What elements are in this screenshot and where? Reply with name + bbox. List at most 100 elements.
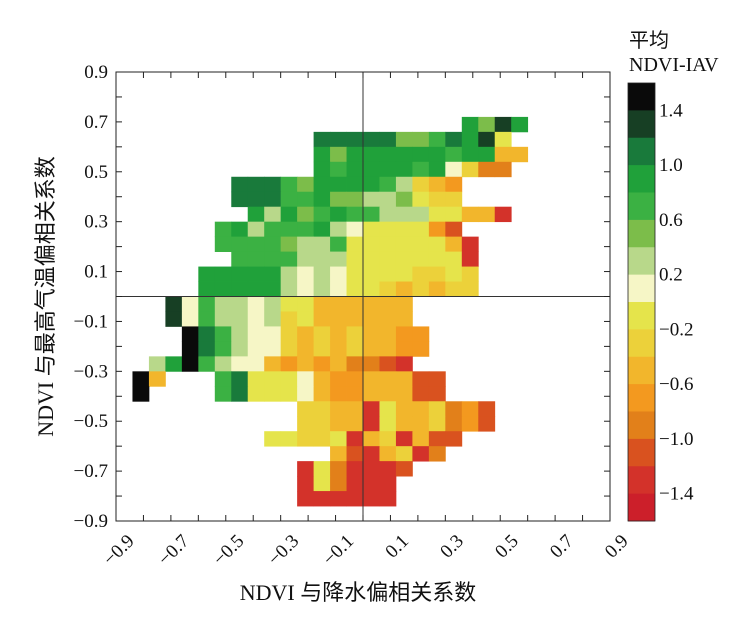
heatmap-cell bbox=[264, 251, 282, 267]
heatmap-cell bbox=[247, 326, 265, 342]
colorbar-segment bbox=[628, 137, 655, 166]
heatmap-cell bbox=[313, 326, 331, 342]
heatmap-cell bbox=[264, 266, 282, 282]
heatmap-cell bbox=[346, 401, 364, 417]
colorbar-segment bbox=[628, 466, 655, 495]
y-tick-label: −0.3 bbox=[74, 361, 108, 382]
heatmap-cell bbox=[313, 431, 331, 447]
heatmap-cell bbox=[461, 416, 479, 432]
heatmap-cell bbox=[395, 176, 413, 193]
heatmap-cell bbox=[412, 221, 430, 238]
heatmap-cell bbox=[412, 341, 430, 357]
heatmap-cell bbox=[330, 311, 347, 327]
heatmap-cell bbox=[379, 251, 397, 267]
heatmap-cell bbox=[198, 311, 216, 327]
heatmap-cell bbox=[297, 356, 314, 372]
heatmap-cell bbox=[346, 176, 364, 193]
heatmap-cell bbox=[363, 341, 380, 357]
reference-lines bbox=[116, 72, 610, 521]
y-tick-label: −0.9 bbox=[74, 511, 108, 532]
heatmap-cell bbox=[181, 296, 199, 312]
heatmap-cell bbox=[280, 356, 298, 372]
heatmap-cell bbox=[264, 311, 282, 327]
heatmap-cell bbox=[379, 206, 397, 223]
heatmap-cell bbox=[395, 371, 413, 387]
x-tick-label: 0.3 bbox=[436, 531, 468, 563]
heatmap-cell bbox=[297, 431, 314, 447]
heatmap-cell bbox=[363, 146, 380, 163]
heatmap-cell bbox=[445, 416, 463, 432]
heatmap-cell bbox=[280, 251, 298, 267]
heatmap-cell bbox=[363, 266, 380, 282]
heatmap-cell bbox=[214, 236, 232, 252]
heatmap-cell bbox=[346, 131, 364, 148]
heatmap-cell bbox=[379, 476, 397, 492]
heatmap-cell bbox=[280, 266, 298, 282]
heatmap-cell bbox=[264, 326, 282, 342]
colorbar-segment bbox=[628, 110, 655, 139]
heatmap-cell bbox=[313, 236, 331, 252]
heatmap-cell bbox=[346, 266, 364, 282]
heatmap-cell bbox=[247, 221, 265, 238]
heatmap-cell bbox=[379, 401, 397, 417]
heatmap-cell bbox=[313, 476, 331, 492]
heatmap-cell bbox=[363, 296, 380, 312]
heatmap-cell bbox=[297, 191, 314, 208]
heatmap-cell bbox=[214, 326, 232, 342]
heatmap-cell bbox=[297, 341, 314, 357]
heatmap-cell bbox=[379, 161, 397, 178]
heatmap-cell bbox=[445, 191, 463, 208]
heatmap-cell bbox=[428, 446, 446, 462]
heatmap-cell bbox=[313, 281, 331, 297]
heatmap-cell bbox=[346, 356, 364, 372]
heatmap-cell bbox=[346, 326, 364, 342]
heatmap-cell bbox=[214, 341, 232, 357]
heatmap-cell bbox=[363, 206, 380, 223]
heatmap-cell bbox=[313, 371, 331, 387]
heatmap-cell bbox=[379, 311, 397, 327]
colorbar-segment bbox=[628, 274, 655, 303]
colorbar-segment bbox=[628, 83, 655, 111]
heatmap-cell bbox=[264, 206, 282, 223]
heatmap-cell bbox=[363, 221, 380, 238]
heatmap-cell bbox=[395, 221, 413, 238]
heatmap-cell bbox=[363, 191, 380, 208]
heatmap-cell bbox=[363, 491, 380, 507]
heatmap-cell bbox=[363, 251, 380, 267]
x-tick-label: −0.1 bbox=[319, 531, 358, 570]
heatmap-cell bbox=[165, 356, 183, 372]
y-tick-label: 0.9 bbox=[84, 62, 108, 83]
heatmap-cell bbox=[461, 236, 479, 252]
heatmap-cell bbox=[313, 461, 331, 477]
heatmap-cell bbox=[346, 221, 364, 238]
heatmap-cell bbox=[198, 341, 216, 357]
heatmap-cell bbox=[346, 491, 364, 507]
heatmap-cell bbox=[313, 221, 331, 238]
heatmap-cell bbox=[231, 221, 249, 238]
heatmap-cell bbox=[313, 206, 331, 223]
heatmap-cell bbox=[346, 431, 364, 447]
colorbar-title-line: 平均 bbox=[629, 29, 669, 52]
heatmap-cell bbox=[379, 461, 397, 477]
heatmap-cell bbox=[264, 431, 282, 447]
heatmap-cell bbox=[214, 296, 232, 312]
heatmap-cell bbox=[214, 221, 232, 238]
y-axis-label: NDVI 与最高气温偏相关系数 bbox=[33, 156, 58, 437]
heatmap-cell bbox=[412, 446, 430, 462]
colorbar-segment bbox=[628, 219, 655, 248]
heatmap-cell bbox=[412, 131, 430, 148]
heatmap-cell bbox=[231, 266, 249, 282]
y-tick-label: 0.7 bbox=[84, 112, 108, 133]
heatmap-cell bbox=[231, 341, 249, 357]
y-tick-label: −0.1 bbox=[74, 311, 108, 332]
heatmap-cell bbox=[330, 401, 347, 417]
heatmap-cell bbox=[395, 416, 413, 432]
heatmap-cell bbox=[461, 206, 479, 223]
heatmap-cell bbox=[379, 281, 397, 297]
heatmap-cell bbox=[214, 356, 232, 372]
heatmap-cell bbox=[346, 206, 364, 223]
heatmap-cell bbox=[280, 386, 298, 402]
heatmap-cell bbox=[198, 266, 216, 282]
colorbar-tick-label: 1.4 bbox=[659, 100, 683, 121]
heatmap-cell bbox=[478, 146, 496, 163]
